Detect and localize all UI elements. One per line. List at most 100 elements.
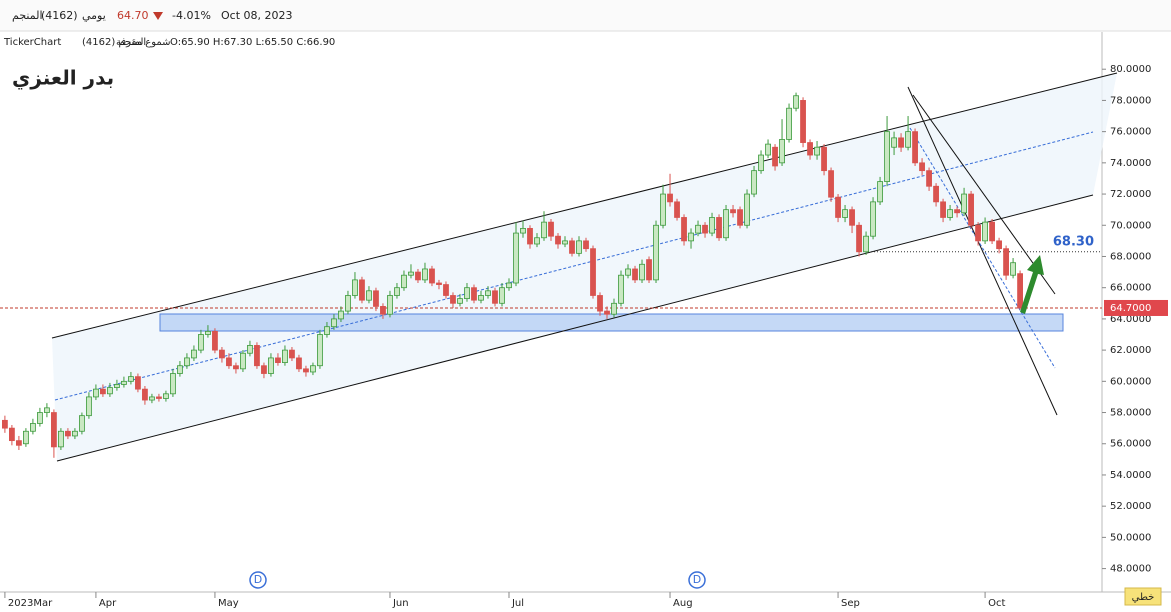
candle-body — [1010, 262, 1016, 276]
price: 64.70 — [117, 9, 149, 22]
candle-body — [653, 224, 659, 281]
candle-body — [863, 235, 869, 253]
candle-body — [268, 357, 274, 374]
y-tick-label: 48.0000 — [1110, 564, 1151, 575]
candle-body — [65, 430, 71, 437]
y-tick-label: 54.0000 — [1110, 470, 1151, 481]
candle-body — [233, 365, 239, 370]
candles — [2, 92, 1023, 458]
candle-body — [618, 274, 624, 304]
candle-body — [387, 295, 393, 315]
y-tick-label: 70.0000 — [1110, 220, 1151, 231]
candle-body — [793, 95, 799, 109]
candle-body — [100, 388, 106, 395]
candle-body — [450, 295, 456, 304]
candle-body — [135, 376, 141, 390]
candle-body — [324, 326, 330, 335]
candle-body — [954, 209, 960, 214]
y-tick-label: 76.0000 — [1110, 127, 1151, 138]
candle-body — [37, 412, 43, 424]
candle-body — [891, 137, 897, 148]
candle-body — [702, 224, 708, 234]
candle-body — [44, 407, 50, 413]
y-tick-label: 66.0000 — [1110, 283, 1151, 294]
candle-body — [989, 221, 995, 242]
candle-body — [688, 232, 694, 242]
candle-body — [149, 396, 155, 401]
candle-body — [681, 217, 687, 242]
candle-body — [835, 196, 841, 218]
candle-body — [569, 240, 575, 254]
candle-body — [744, 193, 750, 226]
candle-body — [898, 137, 904, 148]
last-price-label: 64.7000 — [1110, 303, 1151, 314]
candle-body — [471, 287, 477, 301]
candle-body — [107, 387, 113, 395]
ohlc: O:65.90 H:67.30 L:65.50 C:66.90 — [170, 37, 335, 48]
dividend-label: D — [254, 573, 262, 586]
candle-body — [443, 284, 449, 296]
level-label: 68.30 — [1053, 234, 1094, 249]
candle-body — [9, 427, 15, 442]
candle-body — [548, 221, 554, 237]
line-button[interactable] — [1124, 587, 1162, 606]
arrow-up — [1020, 255, 1044, 314]
candle-body — [198, 334, 204, 351]
candle-body — [716, 217, 722, 239]
candle-body — [177, 365, 183, 374]
author: بدر العنزي — [12, 66, 114, 91]
y-tick-label: 64.0000 — [1110, 314, 1151, 325]
candle-body — [205, 330, 211, 335]
candle-body — [184, 357, 190, 367]
y-tick-label: 78.0000 — [1110, 95, 1151, 106]
candle-body — [940, 201, 946, 218]
y-tick-label: 80.0000 — [1110, 64, 1151, 75]
dividend-marker[interactable] — [688, 571, 706, 589]
candle-body — [51, 412, 57, 448]
candle-body — [359, 279, 365, 301]
x-tick-label: Oct — [988, 598, 1005, 609]
candle-body — [625, 268, 631, 276]
candle-body — [884, 131, 890, 182]
y-tick-label: 50.0000 — [1110, 532, 1151, 543]
candle-body — [590, 248, 596, 296]
code: (4162) — [41, 9, 78, 22]
candle-body — [30, 423, 36, 432]
candle-body — [947, 209, 953, 218]
candle-body — [296, 357, 302, 370]
candle-body — [758, 154, 764, 172]
candle-body — [310, 365, 316, 373]
candle-body — [723, 209, 729, 239]
candle-body — [660, 193, 666, 226]
candle-body — [555, 235, 561, 245]
candle-body — [1003, 248, 1009, 276]
candle-body — [254, 345, 260, 367]
y-tick-label: 68.0000 — [1110, 251, 1151, 262]
channel-upper — [51, 72, 1118, 339]
candle-body — [492, 290, 498, 304]
candle-body — [212, 330, 218, 351]
candle-body — [436, 282, 442, 285]
candle-body — [478, 295, 484, 301]
down-channel-lower — [907, 86, 1058, 416]
candle-body — [919, 162, 925, 172]
candle-body — [408, 271, 414, 276]
candle-body — [632, 268, 638, 281]
support-zone — [159, 313, 1064, 332]
candle-body — [485, 290, 491, 296]
chart-style: شموع مقرفة — [116, 37, 171, 48]
candle-body — [142, 388, 148, 401]
candle-body — [114, 384, 120, 388]
candle-body — [800, 100, 806, 143]
candle-body — [191, 349, 197, 359]
down-arrow — [153, 12, 163, 20]
x-tick-label: Aug — [673, 598, 693, 609]
candle-body — [289, 349, 295, 359]
candle-body — [338, 310, 344, 320]
candle-body — [695, 224, 701, 234]
channel-mid — [54, 131, 1094, 401]
dividend-marker[interactable] — [249, 571, 267, 589]
brand: TickerChart — [3, 37, 61, 48]
candle-body — [646, 259, 652, 281]
candle-body — [163, 393, 169, 399]
